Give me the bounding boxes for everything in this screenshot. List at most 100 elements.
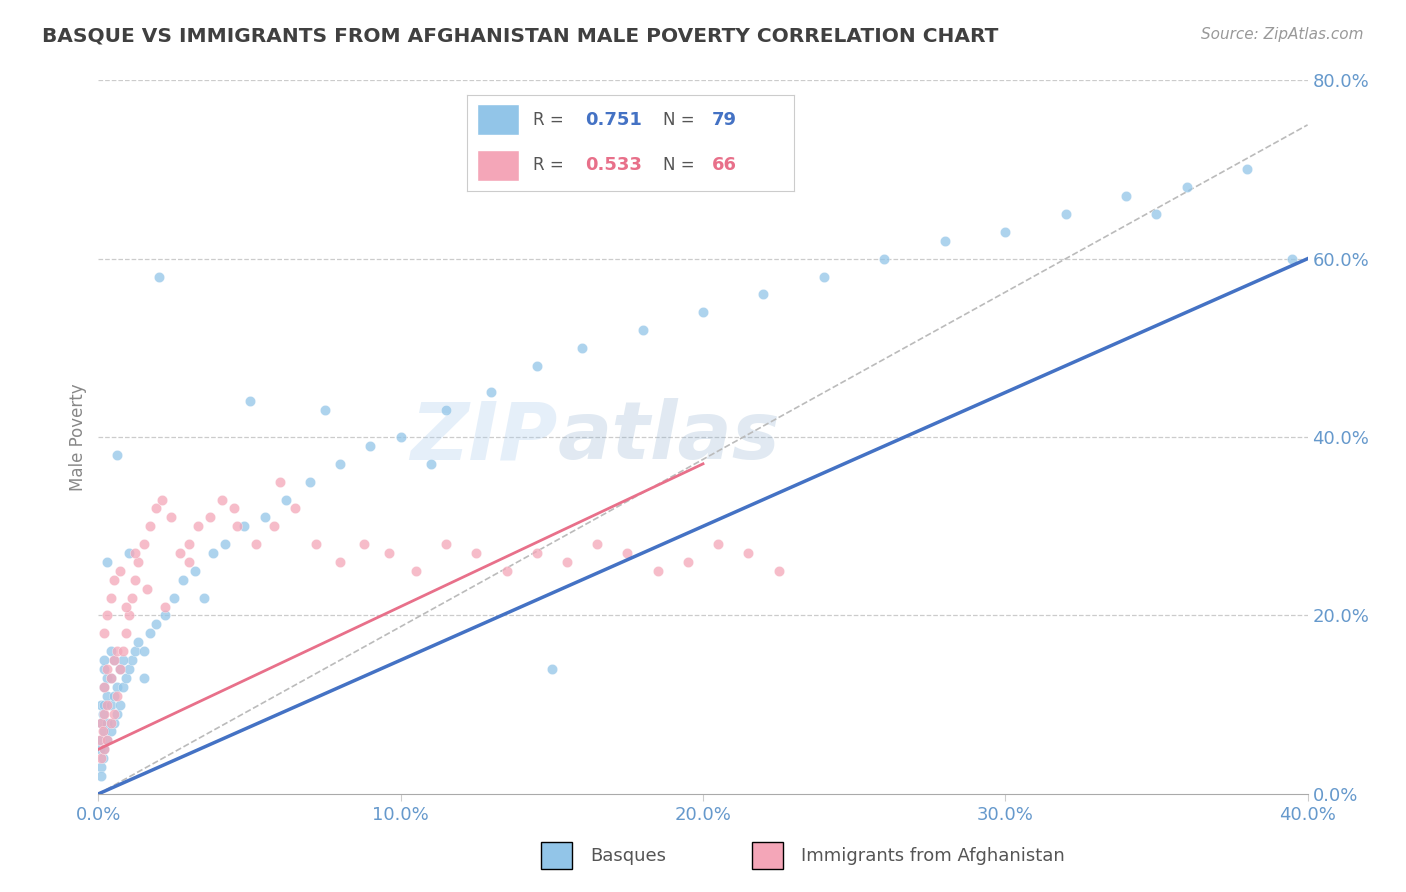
Point <box>148 269 170 284</box>
Point <box>105 448 128 462</box>
Point <box>127 555 149 569</box>
Point <box>526 546 548 560</box>
Y-axis label: Male Poverty: Male Poverty <box>69 384 87 491</box>
Point <box>96 608 118 623</box>
Point <box>360 439 382 453</box>
Point <box>873 252 896 266</box>
Point <box>676 555 699 569</box>
Point <box>202 546 225 560</box>
Point <box>465 546 488 560</box>
Point <box>329 555 352 569</box>
Point <box>111 680 134 694</box>
Point <box>160 510 183 524</box>
Point <box>555 555 578 569</box>
Point <box>100 724 122 739</box>
Point <box>692 305 714 319</box>
Point <box>299 475 322 489</box>
Point <box>103 653 125 667</box>
Point <box>135 582 157 596</box>
Point <box>132 671 155 685</box>
Point <box>114 626 136 640</box>
Point <box>93 742 115 756</box>
Point <box>994 225 1017 239</box>
Point <box>114 671 136 685</box>
Point <box>150 492 173 507</box>
Point <box>124 573 146 587</box>
Point <box>89 742 111 756</box>
Point <box>184 564 207 578</box>
Point <box>90 698 112 712</box>
Point <box>752 287 775 301</box>
Point <box>269 475 291 489</box>
Point <box>89 733 111 747</box>
Point <box>377 546 399 560</box>
Point <box>616 546 638 560</box>
Point <box>90 751 112 765</box>
Point <box>132 537 155 551</box>
Point <box>108 564 131 578</box>
Point <box>111 644 134 658</box>
Point <box>93 698 115 712</box>
Point <box>179 537 201 551</box>
Point <box>389 430 412 444</box>
Point <box>91 751 114 765</box>
Point <box>526 359 548 373</box>
Point <box>93 742 115 756</box>
Point <box>100 698 122 712</box>
Point <box>179 555 201 569</box>
Point <box>434 403 457 417</box>
Point <box>132 644 155 658</box>
Point <box>224 501 246 516</box>
Point <box>1281 252 1303 266</box>
Point <box>631 323 654 337</box>
Point <box>934 234 956 248</box>
Point <box>153 608 176 623</box>
Point <box>96 555 118 569</box>
Point <box>90 715 112 730</box>
Point <box>274 492 297 507</box>
Point <box>169 546 191 560</box>
Point <box>103 573 125 587</box>
Point <box>90 760 112 774</box>
Text: Source: ZipAtlas.com: Source: ZipAtlas.com <box>1201 27 1364 42</box>
Point <box>93 680 115 694</box>
Point <box>121 591 143 605</box>
Point <box>103 706 125 721</box>
Point <box>1175 180 1198 194</box>
Point <box>96 733 118 747</box>
Point <box>100 715 122 730</box>
Point <box>145 617 167 632</box>
Point <box>91 706 114 721</box>
Point <box>263 519 285 533</box>
Point <box>103 653 125 667</box>
Point <box>96 698 118 712</box>
Point <box>90 733 112 747</box>
Point <box>647 564 669 578</box>
Point <box>93 662 115 676</box>
Point <box>314 403 336 417</box>
Point <box>200 510 222 524</box>
Point <box>495 564 517 578</box>
Point <box>105 644 128 658</box>
FancyBboxPatch shape <box>541 842 572 869</box>
Text: Immigrants from Afghanistan: Immigrants from Afghanistan <box>801 847 1066 865</box>
Text: BASQUE VS IMMIGRANTS FROM AFGHANISTAN MALE POVERTY CORRELATION CHART: BASQUE VS IMMIGRANTS FROM AFGHANISTAN MA… <box>42 27 998 45</box>
Point <box>768 564 790 578</box>
Point <box>93 706 115 721</box>
Point <box>93 653 115 667</box>
Point <box>96 733 118 747</box>
Point <box>111 653 134 667</box>
Point <box>96 662 118 676</box>
Point <box>93 724 115 739</box>
Point <box>114 599 136 614</box>
Point <box>305 537 328 551</box>
Point <box>193 591 215 605</box>
Point <box>540 662 562 676</box>
Point <box>108 662 131 676</box>
Point <box>100 671 122 685</box>
Point <box>93 680 115 694</box>
Point <box>93 626 115 640</box>
Point <box>96 689 118 703</box>
Point <box>1054 207 1077 221</box>
Point <box>214 537 236 551</box>
